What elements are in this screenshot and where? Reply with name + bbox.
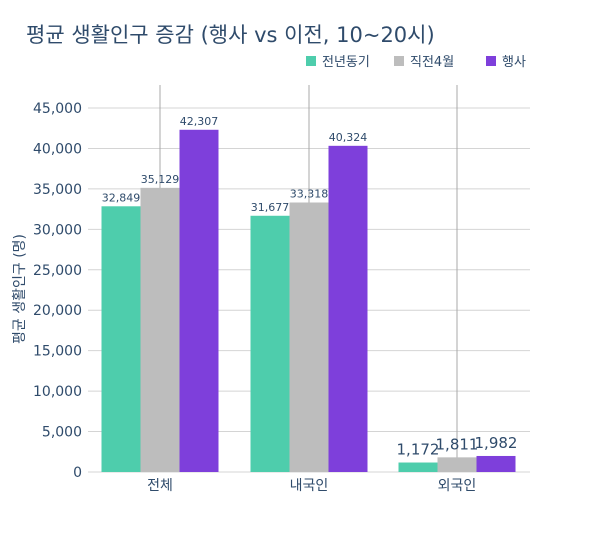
legend-label: 행사 xyxy=(502,54,526,70)
y-tick-label: 30,000 xyxy=(33,222,82,238)
legend-swatch xyxy=(306,56,316,66)
bar-1-2 xyxy=(437,457,477,472)
y-tick-label: 40,000 xyxy=(33,141,82,157)
data-label: 31,677 xyxy=(251,201,290,214)
legend-item: 전년동기 xyxy=(306,55,370,70)
y-axis-label: 평균 생활인구 (명) xyxy=(12,234,28,344)
legend-label: 직전4월 xyxy=(410,55,454,70)
data-label: 35,129 xyxy=(141,173,180,186)
y-tick-label: 15,000 xyxy=(33,344,82,360)
y-tick-label: 45,000 xyxy=(33,101,82,117)
bar-2-2 xyxy=(476,455,516,472)
bar-0-0 xyxy=(101,206,141,472)
legend-swatch xyxy=(486,56,496,66)
bar-0-2 xyxy=(398,462,438,472)
data-label: 1,982 xyxy=(475,434,518,452)
y-tick-label: 0 xyxy=(73,465,82,481)
legend-label: 전년동기 xyxy=(322,55,370,70)
y-tick-label: 35,000 xyxy=(33,182,82,198)
bar-2-1 xyxy=(328,145,368,472)
category-labels: 전체 내국인 외국인 xyxy=(147,478,476,494)
bars xyxy=(101,129,516,473)
bar-2-0 xyxy=(179,129,219,472)
y-tick-label: 20,000 xyxy=(33,303,82,319)
data-label: 33,318 xyxy=(290,187,329,200)
x-tick-label: 외국인 xyxy=(438,478,477,494)
data-label: 42,307 xyxy=(180,115,219,128)
legend-item: 직전4월 xyxy=(394,55,454,70)
data-label: 1,172 xyxy=(397,441,440,459)
bar-1-0 xyxy=(140,187,180,472)
legend: 전년동기 직전4월 행사 xyxy=(306,54,526,70)
legend-swatch xyxy=(394,56,404,66)
x-tick-label: 내국인 xyxy=(290,478,329,494)
bar-0-1 xyxy=(250,215,290,473)
chart-title: 평균 생활인구 증감 (행사 vs 이전, 10~20시) xyxy=(26,23,435,47)
y-tick-label: 5,000 xyxy=(42,425,82,441)
bar-1-1 xyxy=(289,202,329,473)
y-tick-label: 10,000 xyxy=(33,384,82,400)
y-axis-ticks: 0 5,000 10,000 15,000 20,000 25,000 30,000 35,0… xyxy=(33,101,82,481)
legend-item: 행사 xyxy=(486,54,526,70)
data-label: 40,324 xyxy=(329,131,368,144)
data-label: 1,811 xyxy=(436,435,479,453)
y-tick-label: 25,000 xyxy=(33,263,82,279)
x-tick-label: 전체 xyxy=(147,478,173,494)
data-label: 32,849 xyxy=(102,191,141,204)
